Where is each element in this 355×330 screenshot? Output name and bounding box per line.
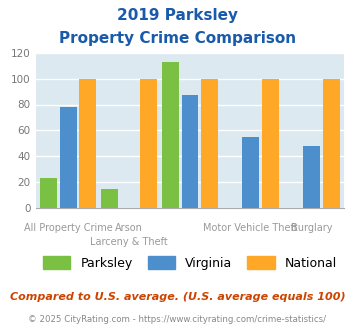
Bar	[181, 95, 198, 208]
Bar	[60, 107, 77, 208]
Bar	[140, 79, 157, 208]
Text: Burglary: Burglary	[291, 223, 332, 233]
Legend: Parksley, Virginia, National: Parksley, Virginia, National	[38, 251, 342, 275]
Bar	[80, 79, 96, 208]
Bar	[262, 79, 279, 208]
Bar	[40, 178, 57, 208]
Text: © 2025 CityRating.com - https://www.cityrating.com/crime-statistics/: © 2025 CityRating.com - https://www.city…	[28, 315, 327, 324]
Bar	[323, 79, 340, 208]
Text: 2019 Parksley: 2019 Parksley	[117, 8, 238, 23]
Bar	[303, 146, 320, 208]
Bar	[242, 137, 259, 208]
Text: Motor Vehicle Theft: Motor Vehicle Theft	[203, 223, 298, 233]
Bar	[201, 79, 218, 208]
Text: Property Crime Comparison: Property Crime Comparison	[59, 31, 296, 46]
Bar	[101, 188, 118, 208]
Text: Arson: Arson	[115, 223, 143, 233]
Text: Compared to U.S. average. (U.S. average equals 100): Compared to U.S. average. (U.S. average …	[10, 292, 345, 302]
Text: Larceny & Theft: Larceny & Theft	[90, 237, 168, 248]
Bar	[162, 62, 179, 208]
Text: All Property Crime: All Property Crime	[24, 223, 113, 233]
